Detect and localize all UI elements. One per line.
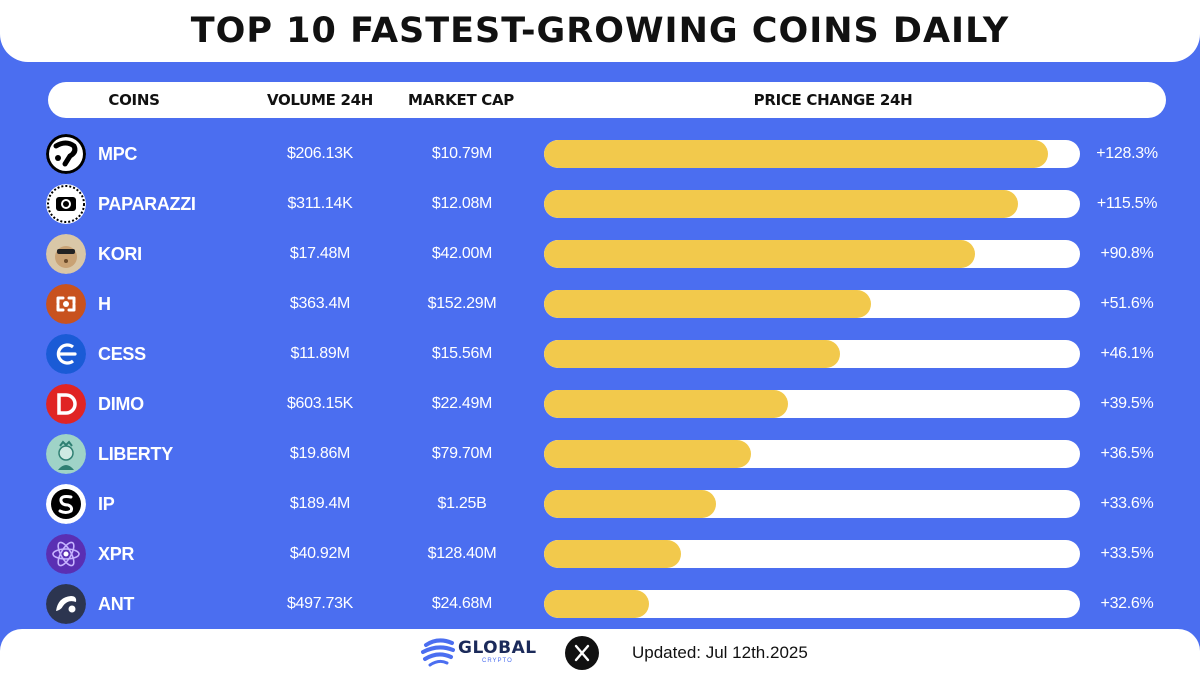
global-crypto-logo-icon [421, 638, 455, 667]
coin-market-cap: $128.40M [427, 545, 497, 562]
coin-market-cap: $12.08M [431, 195, 493, 212]
x-social-icon[interactable] [565, 636, 599, 670]
coin-symbol: DIMO [98, 394, 144, 414]
price-change-label: +36.5% [1100, 445, 1154, 462]
coin-symbol: LIBERTY [98, 444, 173, 464]
price-change-label: +33.6% [1100, 495, 1154, 512]
coin-market-cap: $79.70M [431, 445, 493, 462]
coin-symbol: PAPARAZZI [98, 194, 196, 214]
price-change-label: +33.5% [1100, 545, 1154, 562]
price-change-bar [544, 190, 1018, 218]
updated-date: Updated: Jul 12th.2025 [632, 643, 808, 662]
paparazzi-logo-icon [46, 184, 86, 224]
price-change-bar-track [544, 190, 1080, 218]
title-bar: TOP 10 FASTEST-GROWING COINS DAILY [0, 0, 1200, 62]
header-market-cap: MARKET CAP [407, 91, 515, 109]
coin-volume: $363.4M [289, 295, 351, 312]
coin-market-cap: $22.49M [431, 395, 493, 412]
coin-symbol: ANT [98, 594, 135, 614]
price-change-bar [544, 490, 716, 518]
table-row: XPR $40.92M $128.40M +33.5% [0, 532, 1200, 576]
ant-logo-icon [46, 584, 86, 624]
page-title: TOP 10 FASTEST-GROWING COINS DAILY [190, 11, 1010, 51]
price-change-bar [544, 440, 751, 468]
ip-logo-icon [46, 484, 86, 524]
price-change-bar [544, 540, 681, 568]
coin-market-cap: $24.68M [431, 595, 493, 612]
table-row: CESS $11.89M $15.56M +46.1% [0, 332, 1200, 376]
coin-market-cap: $152.29M [427, 295, 497, 312]
coin-symbol: H [98, 294, 111, 314]
kori-logo-icon [46, 234, 86, 274]
header-coins: COINS [108, 91, 160, 109]
coin-volume: $206.13K [286, 145, 354, 162]
table-row: DIMO $603.15K $22.49M +39.5% [0, 382, 1200, 426]
price-change-bar-track [544, 240, 1080, 268]
price-change-bar [544, 590, 649, 618]
coin-symbol: MPC [98, 144, 138, 164]
brand-name: GLOBAL [458, 638, 537, 658]
table-row: ANT $497.73K $24.68M +32.6% [0, 582, 1200, 626]
coin-symbol: KORI [98, 244, 142, 264]
coin-volume: $497.73K [286, 595, 354, 612]
coin-symbol: IP [98, 494, 115, 514]
price-change-bar [544, 340, 840, 368]
price-change-bar-track [544, 140, 1080, 168]
price-change-bar-track [544, 540, 1080, 568]
coin-volume: $189.4M [289, 495, 351, 512]
xpr-logo-icon [46, 534, 86, 574]
coin-market-cap: $42.00M [431, 245, 493, 262]
price-change-bar-track [544, 290, 1080, 318]
price-change-label: +90.8% [1100, 245, 1154, 262]
coin-symbol: XPR [98, 544, 135, 564]
price-change-label: +115.5% [1096, 195, 1158, 212]
coin-market-cap: $1.25B [437, 495, 487, 512]
price-change-bar-track [544, 490, 1080, 518]
price-change-label: +32.6% [1100, 595, 1154, 612]
price-change-bar-track [544, 390, 1080, 418]
price-change-bar [544, 390, 788, 418]
table-row: IP $189.4M $1.25B +33.6% [0, 482, 1200, 526]
coin-volume: $40.92M [289, 545, 351, 562]
price-change-bar-track [544, 440, 1080, 468]
brand-sub: CRYPTO [482, 658, 513, 664]
liberty-logo-icon [46, 434, 86, 474]
coin-symbol: CESS [98, 344, 146, 364]
price-change-bar-track [544, 590, 1080, 618]
coin-volume: $311.14K [287, 195, 353, 212]
table-row: H $363.4M $152.29M +51.6% [0, 282, 1200, 326]
header-volume: VOLUME 24H [266, 91, 374, 109]
table-row: MPC $206.13K $10.79M +128.3% [0, 132, 1200, 176]
footer: GLOBAL CRYPTO [0, 629, 1200, 675]
h-logo-icon [46, 284, 86, 324]
price-change-label: +51.6% [1100, 295, 1154, 312]
price-change-label: +46.1% [1100, 345, 1154, 362]
table-row: LIBERTY $19.86M $79.70M +36.5% [0, 432, 1200, 476]
coin-market-cap: $10.79M [431, 145, 493, 162]
price-change-bar-track [544, 340, 1080, 368]
price-change-bar [544, 290, 871, 318]
price-change-bar [544, 240, 975, 268]
price-change-label: +39.5% [1100, 395, 1154, 412]
mpc-logo-icon [46, 134, 86, 174]
table-row: KORI $17.48M $42.00M +90.8% [0, 232, 1200, 276]
coin-volume: $17.48M [289, 245, 351, 262]
coin-volume: $19.86M [289, 445, 351, 462]
cess-logo-icon [46, 334, 86, 374]
coin-volume: $11.89M [290, 345, 350, 362]
price-change-bar [544, 140, 1048, 168]
table-row: PAPARAZZI $311.14K $12.08M +115.5% [0, 182, 1200, 226]
table-header: COINS VOLUME 24H MARKET CAP PRICE CHANGE… [48, 82, 1166, 118]
coin-volume: $603.15K [286, 395, 354, 412]
dimo-logo-icon [46, 384, 86, 424]
header-price-change: PRICE CHANGE 24H [753, 91, 913, 109]
coin-market-cap: $15.56M [431, 345, 493, 362]
price-change-label: +128.3% [1096, 145, 1158, 162]
